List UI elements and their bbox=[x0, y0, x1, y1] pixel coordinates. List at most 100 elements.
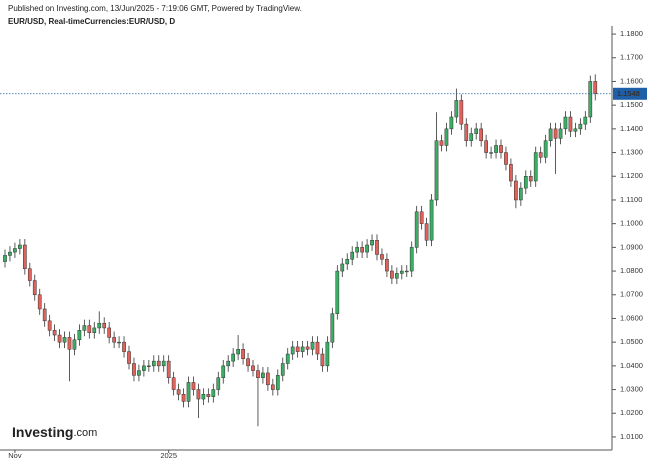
candle-body bbox=[543, 140, 548, 158]
candle-body bbox=[558, 128, 563, 139]
candle-body bbox=[37, 294, 42, 310]
candle-body bbox=[499, 145, 503, 153]
candle-body bbox=[3, 255, 7, 262]
candle-body bbox=[390, 270, 394, 279]
y-tick-label: 1.1800 bbox=[620, 29, 643, 38]
candle-body bbox=[142, 365, 146, 371]
candle-body bbox=[181, 394, 186, 402]
candle-body bbox=[92, 327, 97, 333]
candle-body bbox=[514, 180, 518, 201]
candle-body bbox=[459, 100, 464, 125]
price-label: 1.1548 bbox=[617, 89, 640, 98]
candle-body bbox=[350, 251, 355, 260]
candle-body bbox=[62, 337, 67, 343]
candle-body bbox=[72, 339, 77, 350]
logo: Investing.com bbox=[12, 424, 97, 440]
candle-body bbox=[573, 128, 578, 132]
candle-body bbox=[226, 360, 231, 367]
candle-body bbox=[310, 341, 315, 350]
candle-body bbox=[295, 346, 300, 352]
y-tick-label: 1.1400 bbox=[620, 124, 643, 133]
candle-body bbox=[593, 81, 598, 95]
price-label-box bbox=[613, 87, 647, 100]
candle-body bbox=[578, 123, 583, 130]
y-tick-label: 1.1300 bbox=[620, 148, 643, 157]
y-tick-label: 1.1200 bbox=[620, 171, 643, 180]
y-tick-label: 1.0700 bbox=[620, 290, 643, 299]
chart-title: EUR/USD, Real-timeCurrencies:EUR/USD, D bbox=[8, 17, 175, 26]
candle-body bbox=[280, 363, 285, 376]
candle-body bbox=[528, 176, 533, 182]
candle-body bbox=[345, 258, 350, 265]
x-tick-label: 2025 bbox=[160, 451, 177, 460]
candle-body bbox=[201, 394, 206, 400]
logo-brand: Investing bbox=[12, 424, 73, 440]
candle-body bbox=[42, 308, 47, 322]
candle-body bbox=[414, 211, 419, 248]
candle-body bbox=[166, 360, 171, 378]
candle-body bbox=[518, 187, 523, 201]
candle-body bbox=[251, 365, 255, 371]
logo-suffix: .com bbox=[73, 427, 97, 439]
candle-body bbox=[404, 270, 409, 273]
candle-body bbox=[156, 360, 161, 367]
y-tick-label: 1.0100 bbox=[620, 432, 643, 441]
candle-body bbox=[489, 152, 493, 154]
candle-body bbox=[424, 223, 429, 241]
candle-body bbox=[335, 270, 340, 314]
candle-body bbox=[394, 273, 399, 279]
candle-body bbox=[22, 244, 27, 269]
candle-body bbox=[261, 372, 265, 378]
candle-body bbox=[385, 258, 389, 272]
candle-body bbox=[47, 320, 52, 331]
candle-body bbox=[365, 244, 369, 253]
candle-body bbox=[112, 337, 116, 343]
candle-body bbox=[236, 349, 240, 355]
y-tick-label: 1.0300 bbox=[620, 385, 643, 394]
y-tick-label: 1.1100 bbox=[620, 195, 642, 204]
y-tick-label: 1.0400 bbox=[620, 361, 643, 370]
candle-body bbox=[474, 128, 479, 134]
candle-body bbox=[325, 341, 330, 367]
candle-body bbox=[67, 337, 72, 350]
candle-body bbox=[568, 116, 573, 132]
candle-body bbox=[290, 346, 295, 355]
candle-body bbox=[13, 248, 17, 253]
candle-body bbox=[305, 346, 310, 350]
candle-body bbox=[206, 394, 211, 397]
candle-body bbox=[176, 389, 181, 395]
candle-body bbox=[370, 240, 374, 246]
candle-body bbox=[231, 353, 236, 362]
candle-body bbox=[77, 330, 82, 341]
y-tick-label: 1.0800 bbox=[620, 266, 643, 275]
candle-body bbox=[246, 358, 250, 367]
candle-body bbox=[434, 140, 439, 201]
candle-body bbox=[117, 341, 121, 344]
candle-body bbox=[52, 330, 57, 336]
candle-body bbox=[439, 140, 444, 146]
candle-body bbox=[266, 372, 270, 386]
candle-body bbox=[137, 370, 141, 376]
y-tick-label: 1.0900 bbox=[620, 242, 643, 251]
candle-body bbox=[454, 100, 459, 118]
candle-body bbox=[57, 334, 62, 343]
candle-body bbox=[300, 346, 305, 352]
candle-body bbox=[18, 244, 22, 249]
candle-body bbox=[548, 128, 553, 141]
candle-body bbox=[484, 140, 488, 153]
candle-body bbox=[241, 349, 245, 360]
candle-body bbox=[523, 176, 528, 189]
candle-body bbox=[375, 240, 379, 255]
candle-body bbox=[132, 363, 136, 376]
y-tick-label: 1.1500 bbox=[620, 100, 643, 109]
candle-body bbox=[588, 81, 593, 118]
candle-body bbox=[191, 382, 196, 390]
y-tick-label: 1.1700 bbox=[620, 53, 643, 62]
candle-body bbox=[449, 116, 454, 130]
candle-body bbox=[399, 270, 404, 274]
candle-body bbox=[315, 341, 320, 355]
y-tick-label: 1.0500 bbox=[620, 337, 643, 346]
candle-body bbox=[360, 247, 364, 253]
candle-body bbox=[161, 360, 166, 367]
